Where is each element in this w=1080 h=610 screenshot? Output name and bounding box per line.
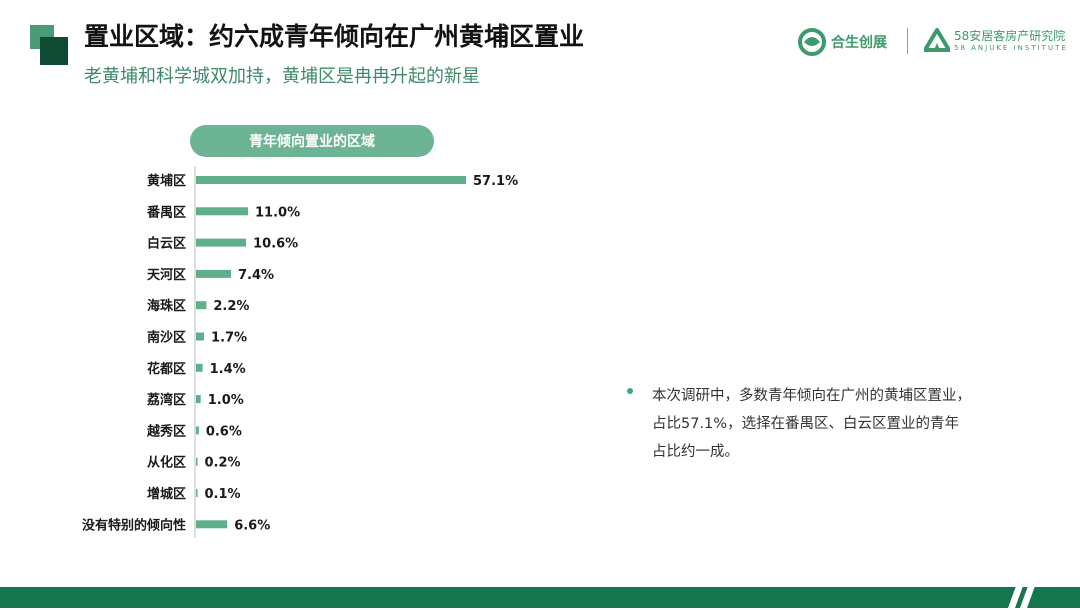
category-label: 海珠区	[147, 298, 186, 314]
bullet-dot-icon	[627, 388, 633, 394]
page-subtitle: 老黄埔和科学城双加持，黄埔区是冉冉升起的新星	[84, 66, 480, 87]
bar	[196, 426, 199, 435]
chart-title: 青年倾向置业的区域	[190, 125, 434, 157]
page-title: 置业区域：约六成青年倾向在广州黄埔区置业	[84, 22, 585, 51]
hesheng-logo: 合生创展	[797, 28, 887, 56]
anjuke-logo-en: 58 ANJUKE INSTITUTE	[954, 44, 1068, 52]
bar	[196, 332, 205, 341]
category-label: 增城区	[147, 486, 186, 502]
value-label: 1.0%	[208, 393, 244, 408]
value-label: 0.1%	[205, 487, 241, 502]
value-label: 6.6%	[234, 518, 270, 533]
title-decoration-front	[40, 37, 68, 65]
bar	[196, 269, 231, 278]
footer-bar	[0, 587, 1080, 608]
anjuke-logo: 58安居客房产研究院 58 ANJUKE INSTITUTE	[924, 28, 1068, 53]
category-label: 越秀区	[146, 423, 186, 439]
bar	[196, 520, 228, 529]
bar	[196, 238, 247, 247]
category-label: 南沙区	[147, 330, 186, 346]
bar	[196, 176, 466, 184]
bar	[196, 301, 207, 310]
swirl-logo-icon	[798, 28, 826, 56]
value-label: 57.1%	[473, 174, 518, 189]
bar	[196, 395, 201, 404]
category-label: 黄埔区	[147, 173, 186, 189]
note-text: 本次调研中，多数青年倾向在广州的黄埔区置业，占比57.1%，选择在番禺区、白云区…	[652, 388, 971, 460]
value-label: 7.4%	[238, 268, 274, 283]
hesheng-logo-text: 合生创展	[831, 35, 887, 51]
value-label: 0.2%	[205, 456, 241, 471]
note-block: 本次调研中，多数青年倾向在广州的黄埔区置业，占比57.1%，选择在番禺区、白云区…	[627, 382, 972, 466]
value-label: 1.7%	[211, 331, 247, 346]
value-label: 11.0%	[255, 205, 300, 220]
triangle-house-icon	[924, 28, 950, 52]
value-label: 10.6%	[253, 237, 298, 252]
bar	[196, 363, 203, 372]
category-label: 白云区	[147, 236, 186, 252]
value-label: 0.6%	[206, 424, 242, 439]
bar	[196, 489, 198, 497]
value-label: 1.4%	[210, 362, 246, 377]
logo-divider	[907, 28, 908, 54]
category-label: 花都区	[147, 361, 186, 377]
category-label: 荔湾区	[146, 392, 186, 408]
bar	[196, 457, 198, 466]
category-label: 从化区	[147, 455, 186, 471]
value-label: 2.2%	[213, 299, 249, 314]
category-label: 没有特别的倾向性	[82, 517, 186, 533]
category-label: 天河区	[147, 267, 186, 283]
anjuke-logo-cn: 58安居客房产研究院	[954, 29, 1066, 43]
bar	[196, 207, 249, 216]
category-label: 番禺区	[146, 204, 186, 220]
